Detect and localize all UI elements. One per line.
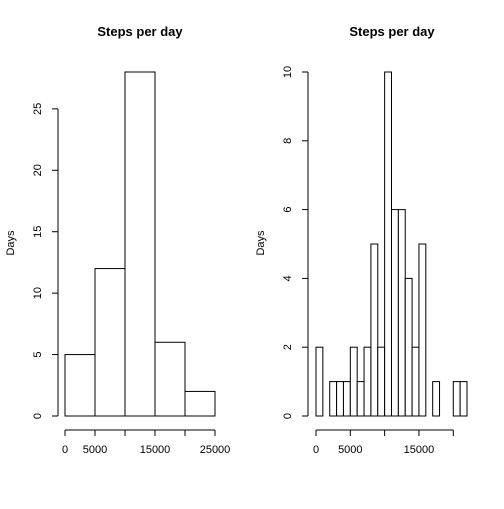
histogram-bar [370,243,379,417]
histogram-bar [356,381,365,417]
y-tick-label: 0 [32,413,44,419]
histogram-bar [342,381,351,417]
y-tick-label: 20 [32,164,44,176]
histogram-bar [459,381,468,417]
y-tick-label: 2 [282,344,294,350]
histogram-bar [452,381,461,417]
chart-title-left: Steps per day [97,24,183,39]
y-tick-label: 4 [282,275,294,281]
histogram-bar [363,346,372,417]
histogram-bar [184,390,216,417]
y-axis-label-right: Days [255,230,267,256]
x-tick-label: 5000 [338,444,362,456]
histogram-bar [411,346,420,417]
histogram-panel-right: Steps per day Days 0 5000 15000 0 2 4 6 8 10 [255,24,468,456]
histogram-bar [329,381,338,417]
histogram-bar [349,346,358,417]
x-tick-label: 15000 [404,444,435,456]
x-tick-label: 0 [313,444,319,456]
y-tick-label: 6 [282,207,294,213]
histogram-bar [397,209,406,417]
y-tick-label: 10 [32,287,44,299]
histogram-bar [94,268,126,417]
histogram-bar [391,209,399,417]
histogram-bar [377,346,386,417]
histogram-bar [418,243,427,417]
x-tick-label: 15000 [140,444,171,456]
histogram-bar [384,71,392,417]
histogram-bar [432,381,441,417]
y-tick-label: 8 [282,138,294,144]
histogram-bar [154,341,186,417]
chart-title-right: Steps per day [349,24,435,39]
histogram-bar [336,381,344,417]
histogram-bar [64,354,96,417]
y-tick-label: 10 [282,66,294,78]
y-axis-label-left: Days [5,230,17,256]
x-tick-label: 5000 [83,444,107,456]
y-tick-label: 5 [32,352,44,358]
x-tick-label: 25000 [200,444,231,456]
histogram-bar [124,71,156,417]
x-tick-label: 0 [62,444,68,456]
histogram-panel-left: Steps per day Days 0 5000 15000 25000 0 5 10 15… [5,24,230,456]
y-tick-label: 0 [282,413,294,419]
y-tick-label: 25 [32,103,44,115]
histogram-bar [404,277,413,417]
y-tick-label: 15 [32,226,44,238]
histogram-bar [315,346,324,417]
